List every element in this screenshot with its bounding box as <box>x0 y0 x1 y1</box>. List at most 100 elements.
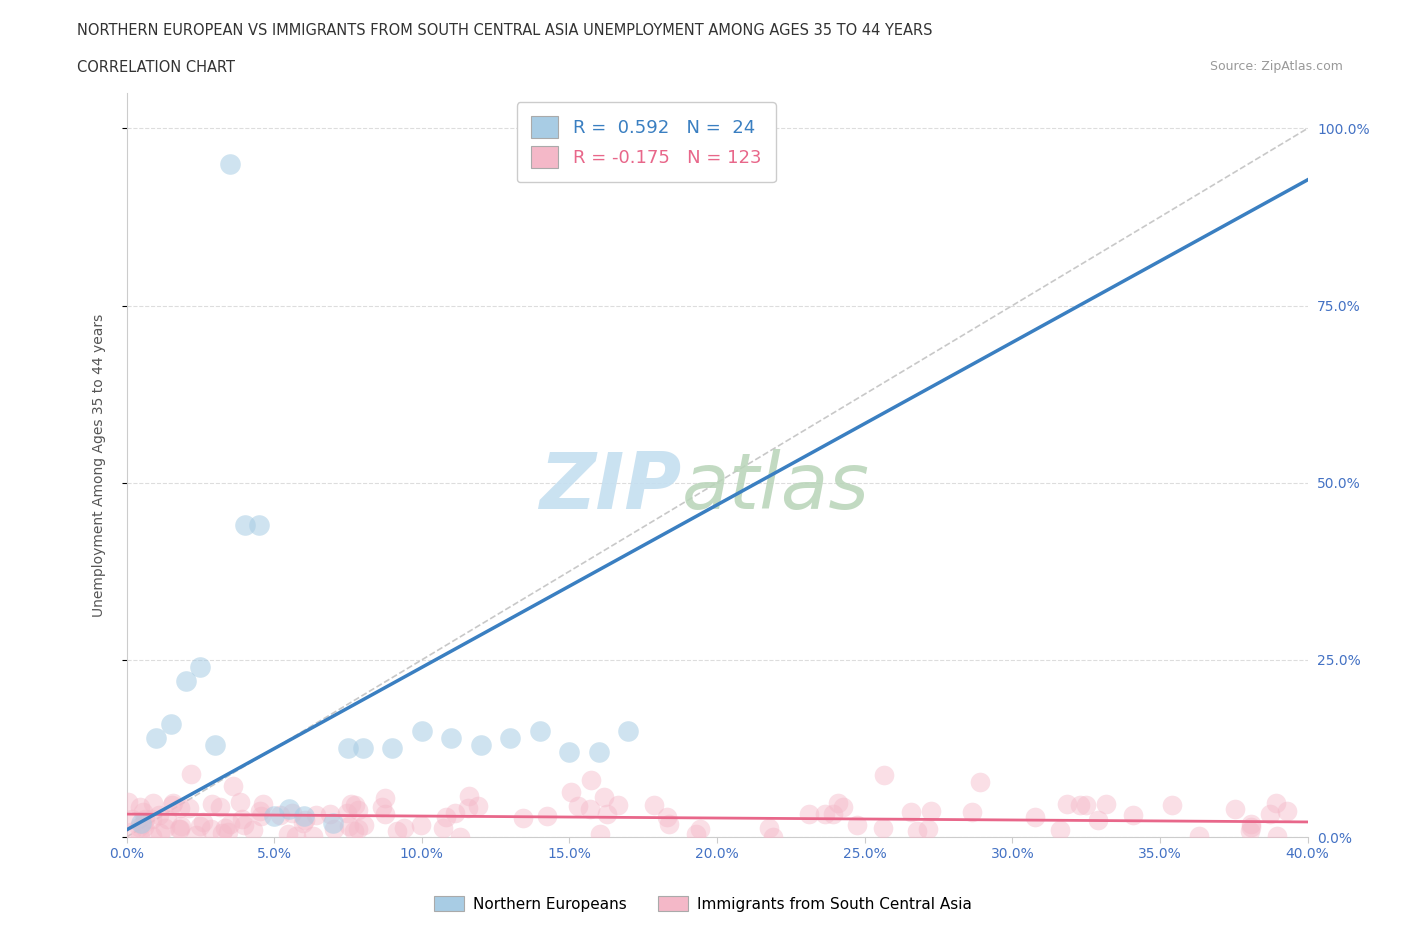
Point <box>643 798 665 813</box>
Point <box>169 801 191 816</box>
Point <box>1056 796 1078 811</box>
Point <box>758 821 780 836</box>
Point <box>129 816 153 830</box>
Point <box>214 821 236 836</box>
Point <box>141 829 163 844</box>
Point <box>340 797 363 812</box>
Point <box>592 789 614 804</box>
Point <box>658 817 681 831</box>
Text: ZIP: ZIP <box>540 449 682 525</box>
Point <box>121 812 143 827</box>
Point <box>229 794 252 809</box>
Point <box>1188 829 1211 844</box>
Point <box>209 800 232 815</box>
Point <box>148 808 170 823</box>
Point <box>370 800 392 815</box>
Point <box>284 829 307 844</box>
Point <box>1265 829 1288 844</box>
Point <box>394 821 416 836</box>
Point <box>411 724 433 738</box>
Point <box>156 812 179 827</box>
Point <box>685 826 707 841</box>
Point <box>149 826 172 841</box>
Point <box>1240 817 1263 831</box>
Point <box>588 826 610 841</box>
Point <box>457 789 479 804</box>
Point <box>120 824 142 839</box>
Text: Source: ZipAtlas.com: Source: ZipAtlas.com <box>1209 60 1343 73</box>
Point <box>344 798 367 813</box>
Point <box>579 773 602 788</box>
Point <box>374 807 396 822</box>
Point <box>347 821 370 836</box>
Point <box>353 817 375 832</box>
Point <box>1264 796 1286 811</box>
Point <box>129 830 152 844</box>
Point <box>873 767 896 782</box>
Point <box>302 828 325 843</box>
Point <box>845 818 868 833</box>
Point <box>281 805 304 820</box>
Point <box>470 737 492 752</box>
Point <box>762 830 785 844</box>
Point <box>277 827 299 842</box>
Point <box>337 818 360 833</box>
Point <box>167 821 190 836</box>
Point <box>689 821 711 836</box>
Point <box>117 795 139 810</box>
Point <box>432 820 454 835</box>
Point <box>1087 812 1109 827</box>
Point <box>145 730 167 745</box>
Point <box>252 797 274 812</box>
Point <box>160 797 183 812</box>
Legend: Northern Europeans, Immigrants from South Central Asia: Northern Europeans, Immigrants from Sout… <box>427 889 979 918</box>
Point <box>322 816 344 830</box>
Point <box>217 825 239 840</box>
Point <box>294 812 316 827</box>
Point <box>128 819 150 834</box>
Point <box>318 806 340 821</box>
Point <box>263 808 285 823</box>
Point <box>814 806 837 821</box>
Point <box>188 659 211 674</box>
Point <box>292 808 315 823</box>
Point <box>169 822 191 837</box>
Point <box>343 823 366 838</box>
Point <box>411 817 433 832</box>
Point <box>969 774 991 789</box>
Point <box>180 766 202 781</box>
Point <box>336 805 359 820</box>
Point <box>193 815 215 830</box>
Point <box>872 820 894 835</box>
Point <box>141 812 163 827</box>
Point <box>920 804 942 818</box>
Point <box>588 745 610 760</box>
Point <box>211 826 233 841</box>
Point <box>352 741 374 756</box>
Point <box>160 716 183 731</box>
Point <box>449 830 471 844</box>
Point <box>231 811 253 826</box>
Point <box>1069 798 1091 813</box>
Point <box>900 804 922 819</box>
Point <box>222 778 245 793</box>
Point <box>184 828 207 843</box>
Point <box>467 799 489 814</box>
Point <box>1240 819 1263 834</box>
Point <box>292 816 315 830</box>
Point <box>434 810 457 825</box>
Point <box>827 795 849 810</box>
Point <box>832 800 855 815</box>
Point <box>142 795 165 810</box>
Point <box>799 806 821 821</box>
Point <box>162 795 184 810</box>
Point <box>1074 798 1097 813</box>
Legend: R =  0.592   N =  24, R = -0.175   N = 123: R = 0.592 N = 24, R = -0.175 N = 123 <box>517 102 776 182</box>
Point <box>132 817 155 831</box>
Point <box>247 518 270 533</box>
Point <box>1024 809 1046 824</box>
Point <box>558 745 581 760</box>
Point <box>218 156 242 171</box>
Y-axis label: Unemployment Among Ages 35 to 44 years: Unemployment Among Ages 35 to 44 years <box>91 313 105 617</box>
Point <box>443 806 465 821</box>
